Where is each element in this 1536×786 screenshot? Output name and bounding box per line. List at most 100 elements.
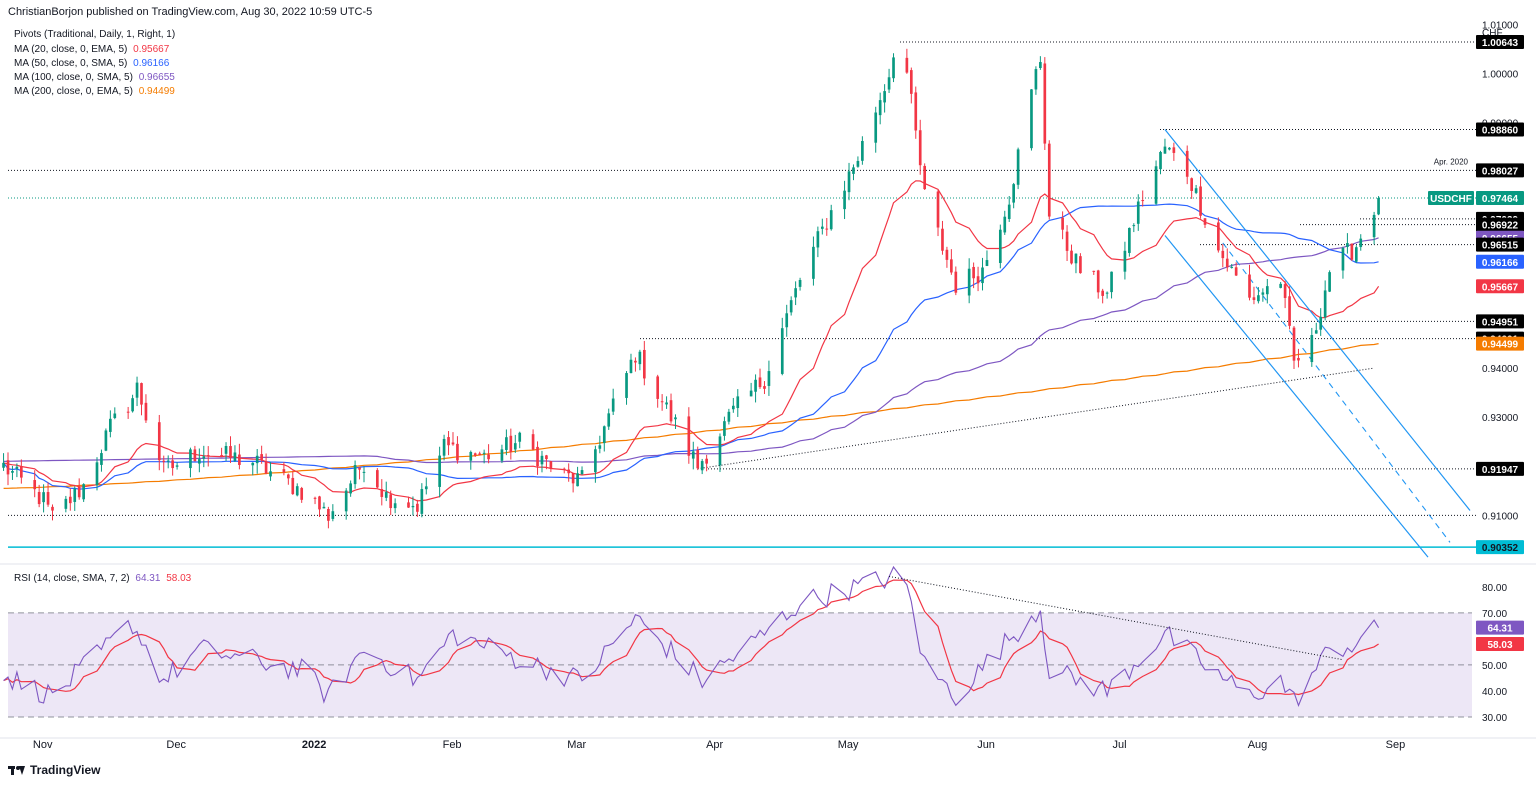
price-tick-label: 0.93000 [1482, 413, 1519, 424]
candle-body [469, 451, 473, 461]
candle-body [878, 100, 882, 116]
legend-ma50-value: 0.96166 [133, 58, 170, 69]
candle-body [393, 503, 397, 509]
time-tick-label: Aug [1248, 739, 1268, 751]
candle-body [1096, 270, 1100, 293]
candle-body [478, 453, 482, 456]
candle-body [416, 503, 419, 512]
candle-body [594, 449, 597, 473]
tradingview-footer[interactable]: TradingView [8, 763, 100, 777]
currency-label: CHF [1482, 28, 1503, 39]
legend-ma200[interactable]: MA (200, close, 0, EMA, 5) 0.94499 [14, 86, 175, 97]
candle-body [691, 451, 695, 459]
candle-body [509, 435, 513, 453]
candle-body [331, 511, 335, 519]
price-axis[interactable]: CHF0.910000.920000.930000.940000.990001.… [1428, 20, 1524, 724]
tradingview-brand: TradingView [30, 763, 101, 777]
candle-body [1163, 146, 1167, 154]
candle-body [816, 231, 820, 248]
price-badge-label: 0.96515 [1482, 241, 1519, 252]
price-tick-label: 1.01000 [1482, 20, 1519, 31]
legend-rsi[interactable]: RSI (14, close, SMA, 7, 2) 64.31 58.03 [14, 573, 191, 584]
candle-body [1257, 295, 1260, 302]
candle-body [1007, 204, 1011, 219]
candle-body [972, 266, 975, 279]
candle-body [166, 460, 170, 462]
price-badge [1476, 279, 1524, 294]
time-tick-label: May [838, 739, 859, 751]
price-badge [1476, 34, 1524, 49]
candle-body [322, 506, 326, 509]
candle-body [1047, 143, 1051, 217]
candle-body [68, 496, 72, 504]
candle-body [1101, 290, 1104, 296]
legend-ma20[interactable]: MA (20, close, 0, EMA, 5) 0.95667 [14, 44, 169, 55]
candle-body [95, 462, 99, 486]
candle-body [1310, 335, 1314, 363]
candle-body [15, 466, 19, 469]
channel-upper-line [1164, 129, 1471, 511]
candle-body [749, 390, 753, 397]
time-tick-label: Nov [33, 739, 53, 751]
candle-body [451, 442, 455, 445]
candle-body [1248, 274, 1251, 298]
candle-body [1132, 225, 1136, 227]
legend-ma50[interactable]: MA (50, close, 0, SMA, 5) 0.96166 [14, 58, 169, 69]
candle-body [269, 471, 272, 477]
candle-body [1061, 217, 1064, 230]
candle-body [64, 498, 68, 509]
candle-body [656, 376, 660, 399]
candle-body [1230, 266, 1234, 268]
time-tick-label: Apr [706, 739, 723, 751]
candle-body [473, 453, 477, 456]
candle-body [1185, 150, 1189, 177]
time-axis[interactable]: Nov Dec 2022 Feb Mar Apr May Jun Jul Aug Sep [33, 739, 1405, 751]
candle-body [407, 502, 410, 508]
rsi-badge-label: 64.31 [1487, 624, 1512, 635]
legend-pivots[interactable]: Pivots (Traditional, Daily, 1, Right, 1) [14, 29, 175, 40]
candle-body [883, 91, 886, 103]
legend-rsi-value: 64.31 [135, 573, 161, 584]
candle-body [767, 371, 771, 386]
candle-body [1194, 188, 1198, 193]
candle-body [861, 140, 864, 161]
candle-body [847, 171, 851, 193]
rsi-line [3, 565, 1380, 707]
tradingview-logo-icon [8, 764, 26, 776]
price-badge [1476, 336, 1524, 351]
candle-body [1323, 290, 1327, 318]
candle-body [549, 461, 553, 469]
publisher-header: ChristianBorjon published on TradingView… [8, 6, 373, 18]
candle-body [923, 165, 927, 190]
candle-body [358, 467, 361, 470]
price-badge-label: 0.90352 [1482, 543, 1519, 554]
candle-body [856, 160, 860, 167]
candle-body [505, 437, 508, 450]
candle-body [843, 190, 846, 210]
candle-body [37, 491, 41, 505]
candle-body [157, 422, 161, 461]
candle-body [674, 417, 677, 420]
candle-body [282, 469, 286, 473]
candle-body [723, 421, 726, 436]
candle-body [353, 465, 357, 485]
candle-body [1341, 247, 1345, 271]
candle-body [1123, 250, 1127, 272]
candle-body [950, 259, 953, 273]
candle-body [291, 477, 295, 495]
candle-body [518, 432, 522, 442]
candle-body [1034, 69, 1038, 90]
candle-body [540, 455, 544, 465]
rsi-tick-label: 70.00 [1482, 609, 1507, 620]
candle-body [571, 473, 575, 484]
candle-body [598, 445, 602, 449]
candle-body [144, 402, 148, 421]
candle-body [634, 360, 637, 363]
rsi-badge [1476, 620, 1524, 635]
legend-ma100[interactable]: MA (100, close, 0, SMA, 5) 0.96655 [14, 72, 175, 83]
time-tick-label: Sep [1386, 739, 1406, 751]
candle-body [82, 484, 85, 500]
candle-body [562, 468, 566, 470]
ma100-line [3, 237, 1379, 464]
